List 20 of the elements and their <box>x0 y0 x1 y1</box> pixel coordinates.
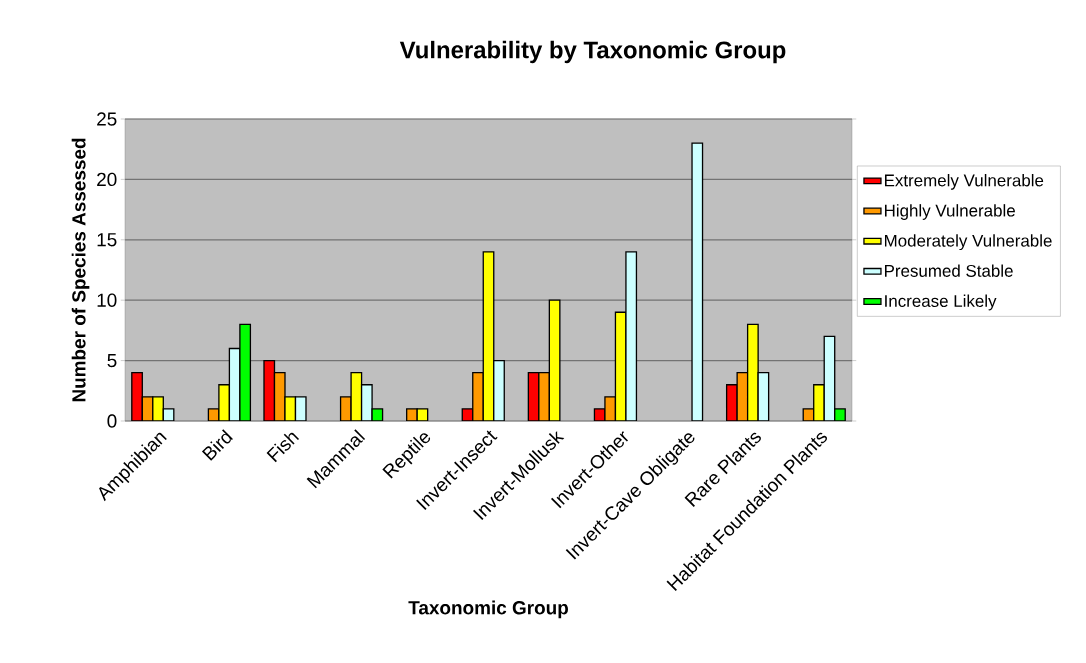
y-tick-label: 15 <box>97 233 117 247</box>
y-tick-label: 5 <box>107 353 117 368</box>
bar <box>538 372 550 421</box>
legend-label: Highly Vulnerable <box>884 204 1015 220</box>
bar <box>472 372 484 421</box>
bar <box>493 359 505 421</box>
x-axis-title: Taxonomic Group <box>408 600 568 619</box>
legend-label: Moderately Vulnerable <box>884 234 1052 251</box>
bar <box>131 372 143 421</box>
y-tick-label: 20 <box>97 172 117 187</box>
x-tick-label: Bird <box>201 429 233 461</box>
legend-label: Increase Likely <box>885 294 997 311</box>
y-tick-label: 10 <box>97 293 117 307</box>
chart-title: Vulnerability by Taxonomic Group <box>399 40 786 64</box>
legend-label: Presumed Stable <box>884 264 1013 277</box>
y-tick-label: 0 <box>107 414 117 428</box>
y-axis-title: Number of Species Assessed <box>71 138 90 402</box>
x-tick-label: Fish <box>266 432 300 463</box>
legend-label: Extremely Vulnerable <box>884 174 1044 190</box>
y-tick-label: 25 <box>97 112 117 126</box>
